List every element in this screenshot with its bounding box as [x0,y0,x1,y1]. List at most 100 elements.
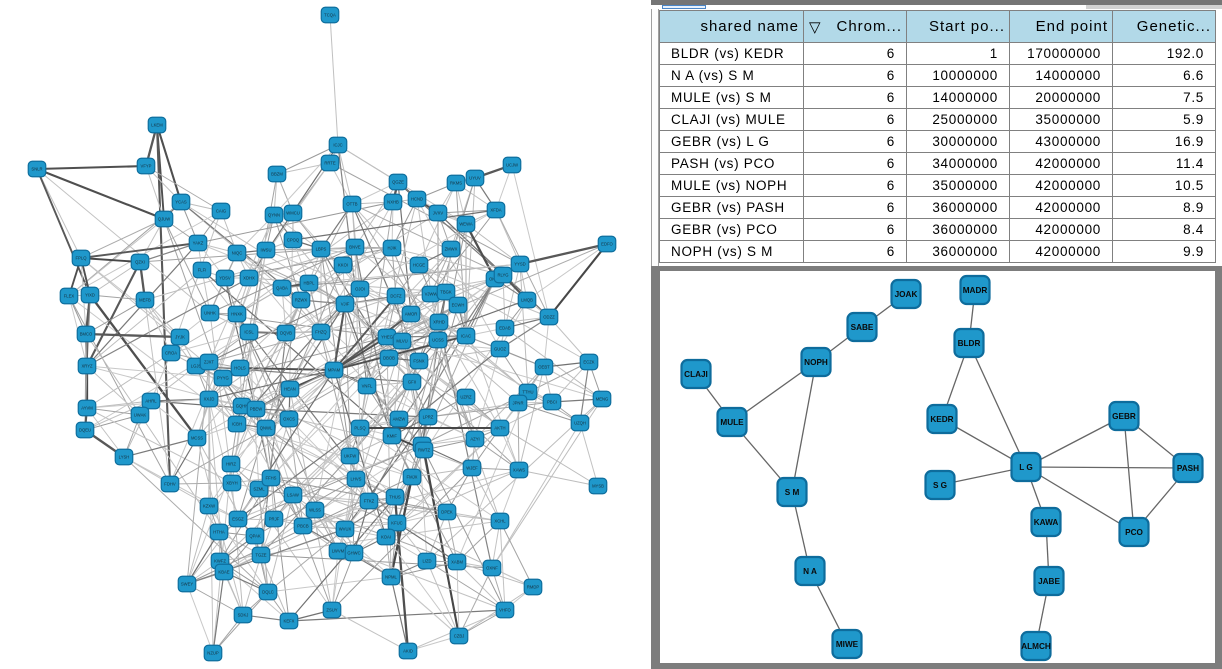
svg-text:QYNN: QYNN [268,213,280,218]
svg-text:YDSV: YDSV [219,276,231,281]
svg-text:QGZE: QGZE [392,180,404,185]
svg-text:LKEM: LKEM [151,123,163,128]
svg-text:S M: S M [785,488,800,497]
svg-text:HBPL: HBPL [304,281,316,286]
svg-text:ICJC: ICJC [333,143,342,148]
svg-text:DCFZ: DCFZ [390,294,402,299]
svg-text:LSAW: LSAW [287,493,299,498]
svg-text:PASH: PASH [1177,464,1199,473]
svg-text:PYYG: PYYG [217,376,229,381]
svg-text:UZRZ: UZRZ [460,395,472,400]
svg-text:OTTB: OTTB [346,202,357,207]
svg-text:FFHS: FFHS [266,476,277,481]
svg-text:CAIG: CAIG [216,209,226,214]
svg-text:LPRZ: LPRZ [423,415,434,420]
svg-text:NZUP: NZUP [207,651,219,656]
svg-text:KBAE: KBAE [218,570,229,575]
svg-text:CPOQ: CPOQ [287,238,300,243]
svg-text:THUS: THUS [389,495,401,500]
svg-text:UNHK: UNHK [204,311,216,316]
svg-text:HJIK: HJIK [387,246,396,251]
svg-text:HNXK: HNXK [231,312,243,317]
svg-text:BNVE: BNVE [349,245,361,250]
svg-text:BLDR: BLDR [958,339,981,348]
svg-text:SNLR: SNLR [31,167,42,172]
svg-text:XDHX: XDHX [243,276,255,281]
svg-text:XXJD: XXJD [204,397,215,402]
svg-text:KAWA: KAWA [1034,518,1059,527]
svg-text:MEFB: MEFB [139,298,151,303]
svg-text:LWVM: LWVM [332,549,345,554]
svg-text:RRTE: RRTE [324,161,336,166]
svg-text:S G: S G [933,481,947,490]
svg-text:EDAB: EDAB [499,326,511,331]
svg-text:QJUW: QJUW [158,217,170,222]
svg-text:YIXD: YIXD [85,293,95,298]
svg-text:JPNR: JPNR [513,401,524,406]
svg-text:AKID: AKID [403,649,413,654]
svg-text:JVXV: JVXV [433,211,444,216]
svg-text:BMCO: BMCO [80,332,93,337]
svg-text:LBPS: LBPS [316,247,327,252]
svg-text:FLFI: FLFI [198,268,207,273]
svg-text:VHFO: VHFO [499,608,511,613]
svg-text:ALMCH: ALMCH [1021,642,1051,651]
svg-text:FMJX: FMJX [407,475,418,480]
svg-text:XCHL: XCHL [494,519,506,524]
svg-text:PBCI: PBCI [547,400,557,405]
svg-text:UWAK: UWAK [134,413,147,418]
svg-text:KKOI: KKOI [338,263,348,268]
svg-text:JOAK: JOAK [895,290,918,299]
svg-text:QZXI: QZXI [135,260,145,265]
svg-text:WMCU: WMCU [286,211,300,216]
svg-text:AMOR: AMOR [405,312,418,317]
svg-text:GHWC: GHWC [347,551,360,556]
svg-text:L G: L G [1019,463,1033,472]
svg-text:VJWW: VJWW [425,292,438,297]
svg-text:N A: N A [803,567,817,576]
svg-text:ZSUY: ZSUY [326,608,337,613]
svg-text:CLAJI: CLAJI [684,370,708,379]
svg-text:CROA: CROA [165,351,177,356]
svg-text:UZQH: UZQH [574,421,586,426]
svg-text:RLYG: RLYG [497,273,508,278]
svg-text:FLEX: FLEX [64,294,75,299]
svg-text:WVUX: WVUX [339,527,352,532]
svg-text:LYSH: LYSH [119,455,130,460]
svg-text:XABM: XABM [451,560,463,565]
svg-text:CZBJ: CZBJ [454,634,464,639]
svg-text:ICAC: ICAC [461,334,471,339]
svg-text:TGZE: TGZE [255,553,266,558]
svg-text:YCAS: YCAS [175,200,187,205]
svg-text:HCGE: HCGE [413,263,425,268]
svg-text:MLVU: MLVU [396,339,407,344]
svg-text:LMQB: LMQB [521,298,533,303]
svg-text:MPAM: MPAM [328,368,341,373]
svg-text:DBOB: DBOB [383,356,395,361]
svg-text:GEBR: GEBR [1112,412,1136,421]
svg-text:JYJK: JYJK [175,335,185,340]
svg-text:SABE: SABE [851,323,874,332]
svg-text:NXHB: NXHB [387,200,399,205]
svg-text:FPLQ: FPLQ [76,256,88,261]
svg-text:LHVS: LHVS [351,477,362,482]
svg-text:PLSQ: PLSQ [354,426,366,431]
svg-text:FSNX: FSNX [413,359,424,364]
svg-text:RMDP: RMDP [527,585,540,590]
svg-text:AMZW: AMZW [393,417,406,422]
svg-text:XBYH: XBYH [226,481,237,486]
svg-text:HCND: HCND [411,197,423,202]
svg-text:AKTH: AKTH [494,426,505,431]
svg-text:RZWX: RZWX [295,298,308,303]
svg-text:ECWH: ECWH [452,303,465,308]
svg-text:ICSL: ICSL [244,330,254,335]
svg-text:AZYI: AZYI [470,437,479,442]
svg-text:ESGZ: ESGZ [232,517,244,522]
svg-text:HIRZ: HIRZ [226,462,236,467]
svg-text:PRJF: PRJF [269,517,280,522]
svg-text:JABE: JABE [1038,577,1060,586]
svg-text:KFUC: KFUC [391,521,402,526]
svg-text:KZXW: KZXW [203,504,215,509]
svg-text:HEAN: HEAN [284,387,296,392]
svg-text:DQEU: DQEU [79,428,91,433]
